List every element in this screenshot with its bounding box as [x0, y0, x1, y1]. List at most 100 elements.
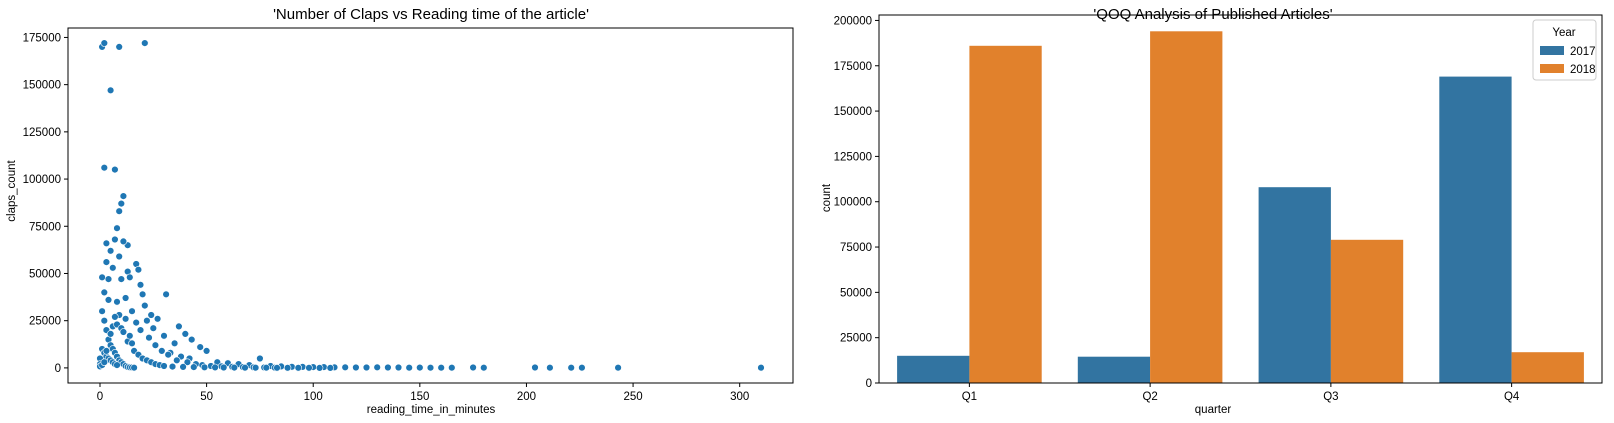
scatter-point [614, 364, 622, 372]
scatter-y-tick-label: 150000 [23, 80, 61, 92]
scatter-point [98, 307, 106, 315]
scatter-point [147, 311, 155, 319]
scatter-point [158, 347, 166, 355]
scatter-point [151, 341, 160, 349]
scatter-point [384, 363, 392, 372]
scatter-x-tick-label: 250 [623, 391, 642, 403]
scatter-point [100, 358, 109, 366]
scatter-point [117, 199, 126, 208]
bar-x-axis-label: quarter [1195, 404, 1232, 416]
bar-2018-Q3 [1330, 239, 1404, 383]
scatter-chart: 'Number of Claps vs Reading time of the … [6, 6, 794, 416]
bar-2017-Q1 [897, 355, 970, 383]
scatter-point [256, 354, 264, 363]
scatter-point [179, 363, 187, 371]
scatter-point [106, 86, 115, 95]
scatter-point [546, 364, 554, 372]
scatter-point [531, 363, 539, 372]
scatter-point [373, 363, 381, 371]
scatter-point [251, 364, 260, 372]
legend-title: Year [1552, 27, 1575, 39]
scatter-x-tick-label: 50 [200, 391, 213, 403]
scatter-point [405, 364, 413, 372]
scatter-point [149, 324, 158, 332]
scatter-point [202, 347, 211, 355]
scatter-point [480, 364, 488, 372]
scatter-point [98, 273, 106, 281]
bar-y-tick-label: 150000 [834, 106, 872, 118]
scatter-point [111, 165, 119, 174]
scatter-chart-title: 'Number of Claps vs Reading time of the … [273, 6, 589, 23]
scatter-point [109, 264, 117, 272]
scatter-y-tick-label: 75000 [29, 221, 61, 233]
scatter-point [230, 363, 239, 372]
scatter-x-axis-label: reading_time_in_minutes [367, 404, 496, 416]
scatter-point [141, 39, 149, 47]
scatter-y-tick-label: 175000 [23, 32, 61, 44]
bar-2017-Q3 [1258, 187, 1331, 383]
scatter-point [128, 307, 136, 315]
scatter-point [106, 330, 115, 338]
scatter-y-tick-label: 50000 [29, 268, 61, 280]
scatter-point [121, 315, 130, 323]
legend-swatch-2018 [1540, 64, 1564, 73]
scatter-point [416, 363, 424, 372]
scatter-point [115, 207, 123, 215]
scatter-point [175, 322, 183, 331]
legend-label-2018: 2018 [1570, 64, 1596, 76]
scatter-point [115, 43, 123, 51]
scatter-point [102, 347, 111, 355]
legend-label-2017: 2017 [1570, 46, 1596, 58]
scatter-y-tick-label: 0 [55, 363, 61, 375]
legend-swatch-2017 [1540, 46, 1564, 55]
scatter-point [111, 313, 119, 321]
scatter-point [160, 332, 168, 340]
scatter-point [121, 294, 130, 302]
scatter-point [220, 363, 228, 372]
scatter-point [111, 235, 119, 244]
scatter-point [190, 363, 198, 371]
scatter-point [126, 273, 134, 281]
scatter-point [104, 296, 113, 304]
bar-2018-Q4 [1511, 352, 1584, 383]
scatter-point [188, 335, 196, 344]
bar-plot-frame [878, 14, 1603, 384]
scatter-point [305, 364, 313, 372]
scatter-point [100, 39, 109, 47]
scatter-point [132, 318, 140, 327]
scatter-point [567, 364, 575, 372]
scatter-point [104, 275, 113, 283]
scatter-point [352, 363, 360, 372]
scatter-point [326, 364, 334, 372]
bar-y-axis-label: count [821, 183, 833, 212]
scatter-point [113, 224, 121, 232]
scatter-point [160, 362, 168, 370]
scatter-point [426, 364, 435, 372]
scatter-point [106, 247, 115, 255]
scatter-point [130, 364, 138, 372]
scatter-point [757, 364, 765, 372]
scatter-point [128, 339, 136, 347]
scatter-point [113, 361, 121, 369]
bar-y-tick-label: 100000 [834, 197, 872, 209]
scatter-y-tick-label: 100000 [23, 174, 61, 186]
scatter-point [200, 363, 209, 371]
scatter-point [143, 317, 151, 325]
scatter-point [181, 330, 190, 338]
scatter-ticks: 0 50 100 150 200 250 300 0 25000 50000 75000 100000… [23, 32, 750, 403]
scatter-point [168, 362, 177, 371]
bar-bars [897, 31, 1584, 384]
scatter-point [273, 364, 281, 372]
bar-y-tick-label: 175000 [834, 61, 872, 73]
scatter-point [119, 328, 128, 336]
scatter-points [96, 39, 765, 372]
bar-chart: 'QOQ Analysis of Published Articles' qua… [821, 6, 1603, 416]
scatter-point [100, 317, 109, 325]
scatter-point [117, 275, 126, 283]
bar-y-tick-label: 200000 [834, 15, 872, 27]
scatter-point [138, 290, 147, 298]
scatter-plot-frame [67, 27, 794, 384]
scatter-x-tick-label: 100 [304, 391, 323, 403]
bar-x-tick-label: Q2 [1142, 391, 1157, 403]
